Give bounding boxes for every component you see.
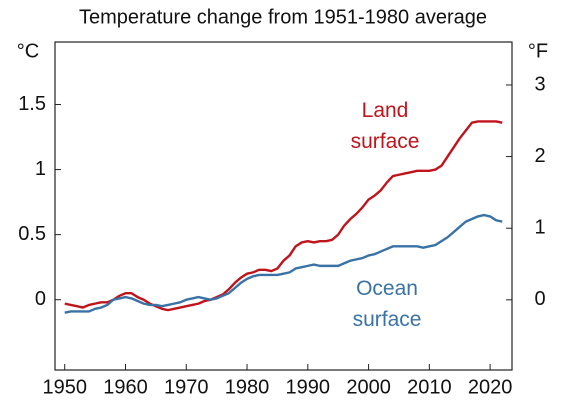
- y-tick-label: 1.5: [18, 93, 46, 115]
- annotation: Land surface: [350, 99, 420, 153]
- plot-frame: [54, 41, 513, 371]
- series-line: [64, 120, 503, 312]
- y2-tick-label: 1: [534, 216, 545, 238]
- annotation: Ocean surface: [352, 277, 422, 331]
- x-tick-label: 1980: [225, 376, 270, 398]
- y-tick-label: 0.5: [18, 223, 46, 245]
- x-tick-label: 1960: [103, 376, 148, 398]
- series-line: [64, 213, 503, 314]
- y-tick-label: 1: [35, 158, 46, 180]
- x-tick-label: 2010: [407, 376, 452, 398]
- x-tick-label: 2000: [346, 376, 391, 398]
- x-tick-label: 1970: [164, 376, 209, 398]
- y2-tick-label: 2: [534, 145, 545, 167]
- x-tick-label: 1950: [42, 376, 87, 398]
- chart-title: Temperature change from 1951-1980 averag…: [79, 6, 487, 28]
- x-tick-label: 1990: [286, 376, 331, 398]
- y2-axis-label: °F: [528, 40, 548, 62]
- y-tick-label: 0: [35, 288, 46, 310]
- y2-tick-label: 0: [534, 288, 545, 310]
- x-tick-label: 2020: [468, 376, 513, 398]
- y-axis-label: °C: [17, 40, 39, 62]
- y2-tick-label: 3: [534, 73, 545, 95]
